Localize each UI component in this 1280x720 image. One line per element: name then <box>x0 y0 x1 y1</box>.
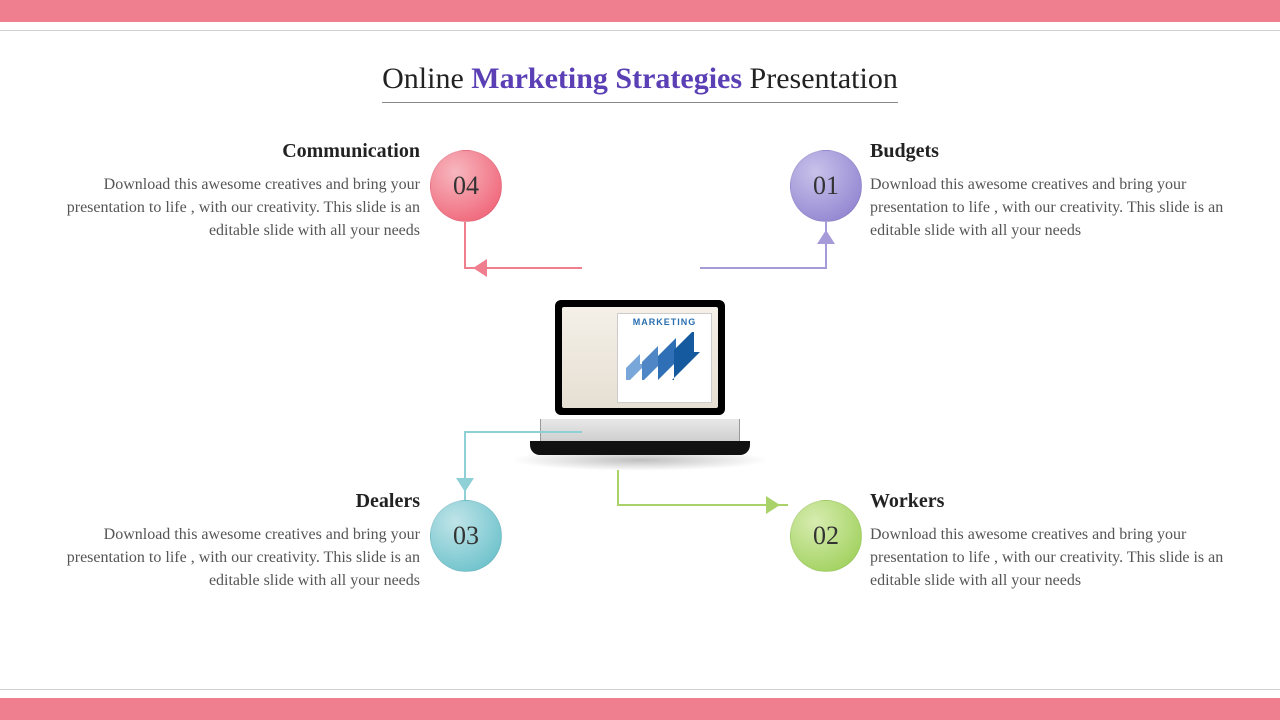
title-accent: Marketing Strategies <box>471 62 742 95</box>
node-title: Dealers <box>30 490 420 513</box>
laptop-keyboard <box>540 419 740 441</box>
badge-n04: 04 <box>430 150 502 222</box>
node-n04: Communication Download this awesome creat… <box>30 140 420 243</box>
top-thinline <box>0 30 1280 31</box>
node-title: Budgets <box>870 140 1260 163</box>
laptop-base <box>530 441 750 455</box>
badge-n03: 03 <box>430 500 502 572</box>
title-prefix: Online <box>382 62 471 95</box>
node-n01: Budgets Download this awesome creatives a… <box>870 140 1260 243</box>
node-title: Communication <box>30 140 420 163</box>
laptop-screen: MARKETING <box>562 307 718 408</box>
node-body: Download this awesome creatives and brin… <box>870 173 1260 243</box>
screen-paper: MARKETING <box>617 313 712 403</box>
slide-stage: Online Marketing Strategies Presentation… <box>0 0 1280 720</box>
top-bar <box>0 0 1280 22</box>
title-suffix: Presentation <box>742 62 898 95</box>
node-n02: Workers Download this awesome creatives a… <box>870 490 1260 593</box>
slide-title: Online Marketing Strategies Presentation <box>0 62 1280 103</box>
badge-n02: 02 <box>790 500 862 572</box>
badge-n01: 01 <box>790 150 862 222</box>
laptop-graphic: MARKETING <box>530 300 750 455</box>
bottom-bar <box>0 698 1280 720</box>
node-body: Download this awesome creatives and brin… <box>30 173 420 243</box>
marketing-arrows-icon <box>624 332 706 392</box>
node-body: Download this awesome creatives and brin… <box>870 523 1260 593</box>
node-title: Workers <box>870 490 1260 513</box>
bottom-thinline <box>0 689 1280 690</box>
node-body: Download this awesome creatives and brin… <box>30 523 420 593</box>
node-n03: Dealers Download this awesome creatives a… <box>30 490 420 593</box>
screen-heading: MARKETING <box>618 317 711 327</box>
